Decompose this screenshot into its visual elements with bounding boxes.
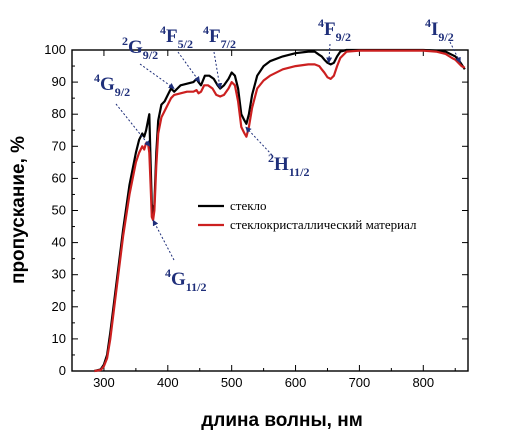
term-label-text: 4G11/2 (165, 266, 206, 294)
term-letter: G (171, 269, 186, 290)
term-letter: F (209, 26, 221, 47)
term-sub: 9/2 (143, 48, 158, 62)
term-label-text: 4I9/2 (425, 16, 454, 44)
term-label-5: 4F9/2 (318, 16, 351, 64)
y-tick-label: 80 (52, 106, 66, 121)
y-tick-label: 30 (52, 267, 66, 282)
term-arrow (115, 103, 151, 147)
x-tick-label: 400 (157, 375, 179, 390)
term-sup: 4 (318, 16, 324, 30)
term-sub: 11/2 (186, 280, 207, 294)
term-sup: 2 (268, 151, 274, 165)
y-tick-label: 40 (52, 235, 66, 250)
term-sup: 4 (425, 16, 431, 30)
term-arrow (177, 51, 201, 83)
term-sub: 5/2 (178, 37, 193, 51)
term-letter: G (100, 74, 115, 95)
y-tick-label: 0 (59, 363, 66, 378)
y-tick-label: 10 (52, 331, 66, 346)
term-sup: 4 (203, 23, 209, 37)
plot-frame (71, 49, 469, 372)
axes (71, 49, 469, 372)
term-arrow (139, 63, 175, 89)
x-tick-label: 300 (93, 375, 115, 390)
term-arrow (245, 126, 273, 156)
x-tick-label: 800 (412, 375, 434, 390)
term-label-3: 4F5/2 (160, 23, 201, 83)
term-sup: 4 (94, 71, 100, 85)
term-letter: F (324, 19, 336, 40)
term-arrow (152, 219, 175, 261)
annotations: 4G9/22G9/24F5/24F7/24F9/24I9/22H11/24G11… (94, 16, 461, 294)
x-tick-label: 600 (285, 375, 307, 390)
term-label-text: 4F5/2 (160, 23, 193, 51)
y-tick-label: 90 (52, 74, 66, 89)
x-tick-label: 700 (349, 375, 371, 390)
y-tick-label: 20 (52, 299, 66, 314)
ticks: 300 400 500 600 700 800 0 10 20 30 40 50 60 70 80 90 100 (44, 42, 468, 390)
term-label-6: 4I9/2 (425, 16, 461, 64)
y-tick-label: 60 (52, 170, 66, 185)
term-sub: 9/2 (115, 85, 130, 99)
term-label-4: 4F7/2 (203, 23, 236, 90)
term-letter: I (431, 19, 438, 40)
legend-label-1: стекло (230, 198, 267, 213)
x-axis-title: длина волны, нм (201, 410, 363, 431)
y-tick-label: 70 (52, 138, 66, 153)
term-label-text: 2G9/2 (122, 34, 158, 62)
term-sup: 4 (160, 23, 166, 37)
term-label-1: 4G9/2 (94, 71, 151, 147)
term-label-text: 2H11/2 (268, 151, 309, 179)
term-letter: H (274, 154, 289, 175)
term-sup: 2 (122, 34, 128, 48)
x-tick-label: 500 (221, 375, 243, 390)
term-label-text: 4G9/2 (94, 71, 130, 99)
legend-label-2: стеклокристаллический материал (230, 217, 417, 232)
y-axis-title: пропускание, % (8, 136, 29, 284)
term-label-2: 2G9/2 (122, 34, 175, 89)
term-label-7: 2H11/2 (245, 126, 309, 179)
y-tick-label: 100 (44, 42, 66, 57)
term-letter: G (128, 37, 143, 58)
series-lines (94, 48, 466, 373)
term-sub: 9/2 (336, 30, 351, 44)
legend: стекло стеклокристаллический материал (198, 198, 417, 232)
series-line-1 (94, 48, 466, 373)
term-arrow (326, 43, 333, 64)
term-sub: 9/2 (438, 30, 453, 44)
series-line-2 (94, 49, 466, 373)
y-tick-label: 50 (52, 203, 66, 218)
term-label-8: 4G11/2 (152, 219, 206, 294)
term-letter: F (166, 26, 178, 47)
term-sup: 4 (165, 266, 171, 280)
term-label-text: 4F7/2 (203, 23, 236, 51)
term-sub: 11/2 (289, 165, 310, 179)
term-sub: 7/2 (221, 37, 236, 51)
term-label-text: 4F9/2 (318, 16, 351, 44)
